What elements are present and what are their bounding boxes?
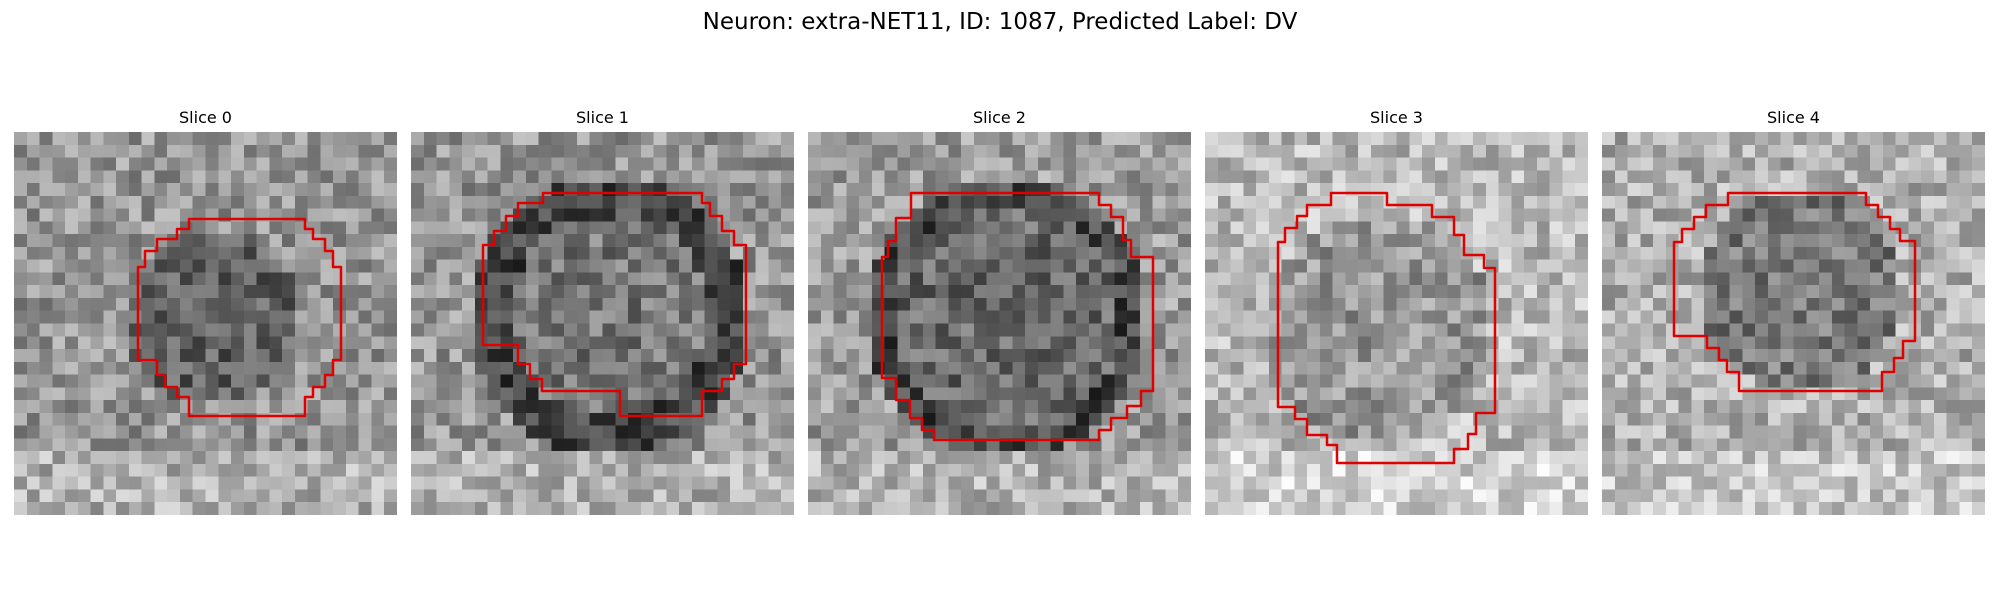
slice-title-3: Slice 3 [1205, 106, 1588, 132]
slice-title-1: Slice 1 [411, 106, 794, 132]
slice-panel-3: Slice 3 [1205, 106, 1588, 515]
slice-panel-4: Slice 4 [1602, 106, 1985, 515]
slice-image-4 [1602, 132, 1985, 515]
slice-panel-1: Slice 1 [411, 106, 794, 515]
slice-image-3 [1205, 132, 1588, 515]
slice-image-0 [14, 132, 397, 515]
slice-title-4: Slice 4 [1602, 106, 1985, 132]
slice-panel-2: Slice 2 [808, 106, 1191, 515]
figure-title: Neuron: extra-NET11, ID: 1087, Predicted… [0, 6, 2000, 38]
slice-image-1 [411, 132, 794, 515]
slice-panel-0: Slice 0 [14, 106, 397, 515]
slice-image-2 [808, 132, 1191, 515]
slice-title-0: Slice 0 [14, 106, 397, 132]
slice-title-2: Slice 2 [808, 106, 1191, 132]
